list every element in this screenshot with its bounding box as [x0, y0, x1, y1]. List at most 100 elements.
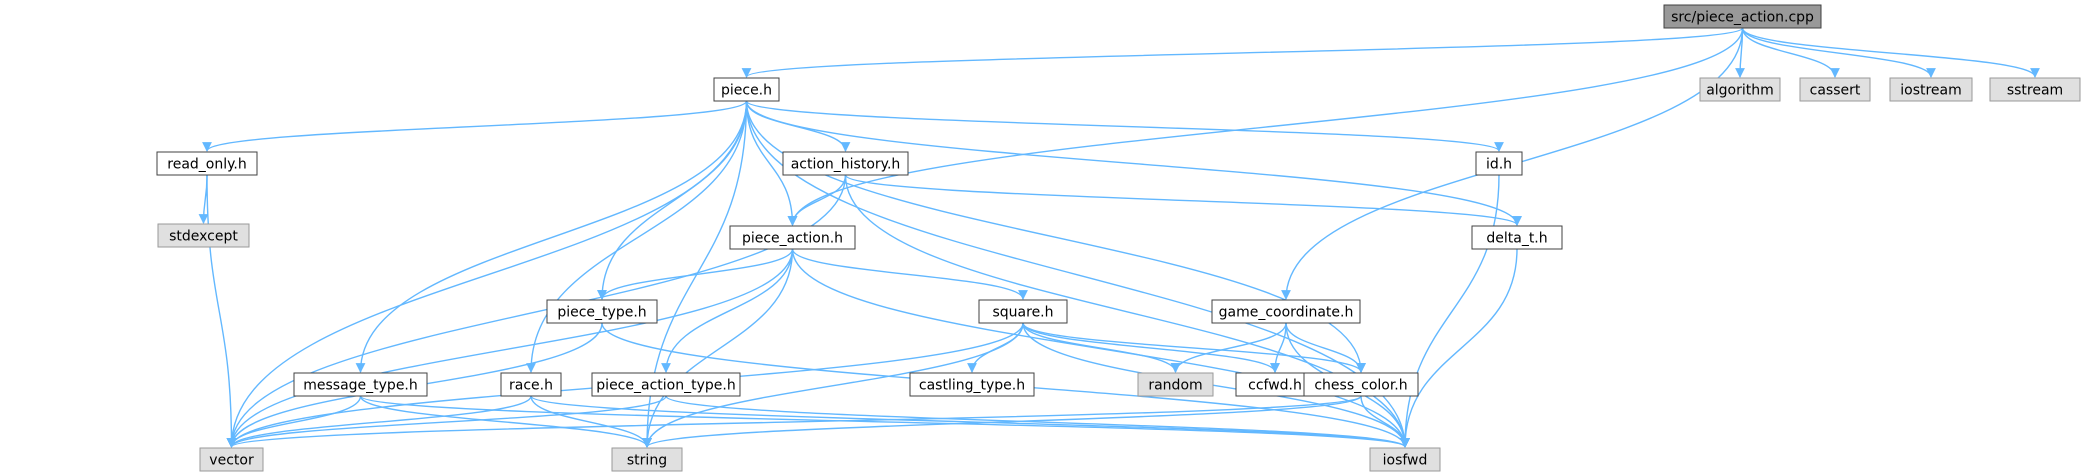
node-label: chess_color.h — [1314, 378, 1407, 394]
node-box — [1699, 77, 1781, 102]
edges-layer — [198, 27, 2040, 448]
node-label: action_history.h — [791, 157, 901, 173]
node-label: stdexcept — [169, 229, 238, 245]
node-vector: vector — [199, 447, 264, 472]
node-label: random — [1148, 378, 1202, 394]
node-race-h[interactable]: race.h — [500, 372, 562, 397]
node-label: ccfwd.h — [1248, 378, 1302, 394]
node-label: delta_t.h — [1486, 231, 1547, 247]
node-random: random — [1137, 372, 1214, 397]
node-label: read_only.h — [167, 157, 246, 173]
node-iosfwd: iosfwd — [1369, 447, 1441, 472]
edge-root-to-piece_h — [741, 27, 1744, 78]
edge-piece_h-to-vector — [226, 100, 748, 448]
node-box — [1889, 77, 1973, 102]
nodes-layer: src/piece_action.cpp piece.h algorithm cass… — [156, 4, 2081, 472]
edge-piece_action_h-to-square_h — [791, 248, 1028, 300]
node-box — [978, 299, 1068, 324]
edge-chess_color_h-to-string — [642, 395, 1362, 448]
edge-square_h-to-random — [1022, 322, 1181, 373]
edge-root-to-iostream — [1741, 27, 1936, 78]
node-string: string — [611, 447, 683, 472]
node-box — [199, 447, 264, 472]
edge-chess_color_h-to-iosfwd — [1360, 395, 1410, 448]
node-root[interactable]: src/piece_action.cpp — [1663, 4, 1822, 29]
edge-message_type_h-to-string — [359, 395, 652, 448]
node-id-h[interactable]: id.h — [1475, 151, 1523, 176]
edge-action_history_h-to-delta_t_h — [844, 174, 1522, 226]
node-box — [909, 372, 1035, 397]
node-box — [156, 151, 258, 176]
edge-delta_t_h-to-iosfwd — [1400, 248, 1518, 448]
edge-square_h-to-iosfwd — [1022, 322, 1410, 448]
node-label: iosfwd — [1383, 453, 1428, 469]
node-box — [546, 299, 658, 324]
node-box — [293, 372, 428, 397]
edge-action_history_h-to-piece_action_h — [787, 174, 847, 226]
node-box — [1369, 447, 1441, 472]
edge-game_coordinate_h-to-chess_color_h — [1285, 322, 1366, 373]
node-label: square.h — [992, 305, 1053, 321]
node-label: game_coordinate.h — [1219, 305, 1354, 321]
edge-message_type_h-to-iosfwd — [359, 395, 1410, 448]
node-label: algorithm — [1706, 83, 1774, 99]
node-read-only-h[interactable]: read_only.h — [156, 151, 258, 176]
node-stdexcept: stdexcept — [157, 223, 250, 248]
edge-piece_action_h-to-vector — [226, 248, 794, 448]
node-label: castling_type.h — [919, 378, 1025, 394]
node-box — [500, 372, 562, 397]
node-label: vector — [209, 453, 254, 469]
edge-piece_h-to-race_h — [526, 100, 748, 373]
edge-race_h-to-vector — [226, 395, 532, 448]
node-iostream: iostream — [1889, 77, 1973, 102]
node-box — [729, 225, 856, 250]
node-box — [1303, 372, 1419, 397]
edge-piece_h-to-message_type_h — [355, 100, 748, 373]
edge-piece_h-to-id_h — [745, 100, 1504, 152]
edge-game_coordinate_h-to-random — [1170, 322, 1287, 373]
node-square-h[interactable]: square.h — [978, 299, 1068, 324]
edge-root-to-sstream — [1741, 27, 2040, 78]
edge-read_only_h-to-vector — [206, 174, 237, 448]
node-label: src/piece_action.cpp — [1671, 10, 1814, 26]
node-box — [1663, 4, 1822, 29]
node-delta-t-h[interactable]: delta_t.h — [1471, 225, 1563, 250]
edge-piece_action_type_h-to-vector — [226, 395, 667, 448]
node-algorithm: algorithm — [1699, 77, 1781, 102]
node-piece-action-h[interactable]: piece_action.h — [729, 225, 856, 250]
node-sstream: sstream — [1989, 77, 2081, 102]
node-piece-type-h[interactable]: piece_type.h — [546, 299, 658, 324]
node-label: piece_action_type.h — [596, 378, 735, 394]
node-label: sstream — [2007, 83, 2063, 99]
node-label: message_type.h — [303, 378, 418, 394]
node-label: race.h — [509, 378, 553, 394]
node-box — [1471, 225, 1563, 250]
node-label: piece.h — [721, 83, 772, 99]
edge-message_type_h-to-vector — [226, 395, 362, 448]
node-castling-type-h[interactable]: castling_type.h — [909, 372, 1035, 397]
edge-id_h-to-iosfwd — [1400, 174, 1500, 448]
node-label: id.h — [1486, 157, 1512, 173]
edge-chess_color_h-to-vector — [227, 395, 1362, 448]
node-game-coordinate-h[interactable]: game_coordinate.h — [1211, 299, 1361, 324]
edge-race_h-to-string — [530, 395, 652, 448]
node-action-history-h[interactable]: action_history.h — [782, 151, 909, 176]
node-ccfwd-h[interactable]: ccfwd.h — [1235, 372, 1315, 397]
node-chess-color-h[interactable]: chess_color.h — [1303, 372, 1419, 397]
node-box — [611, 447, 683, 472]
edge-piece_action_h-to-piece_type_h — [597, 248, 794, 300]
node-piece-action-type-h[interactable]: piece_action_type.h — [591, 372, 741, 397]
node-piece-h[interactable]: piece.h — [713, 77, 780, 102]
node-box — [713, 77, 780, 102]
node-message-type-h[interactable]: message_type.h — [293, 372, 428, 397]
edge-square_h-to-ccfwd_h — [1022, 322, 1280, 373]
node-box — [1989, 77, 2081, 102]
edge-square_h-to-castling_type_h — [967, 322, 1024, 373]
node-label: piece_action.h — [742, 231, 843, 247]
edge-piece_h-to-piece_action_h — [745, 100, 798, 226]
node-box — [1211, 299, 1361, 324]
edge-root-to-piece_action_h — [787, 27, 1744, 226]
node-label: cassert — [1810, 83, 1861, 99]
node-label: iostream — [1900, 83, 1962, 99]
